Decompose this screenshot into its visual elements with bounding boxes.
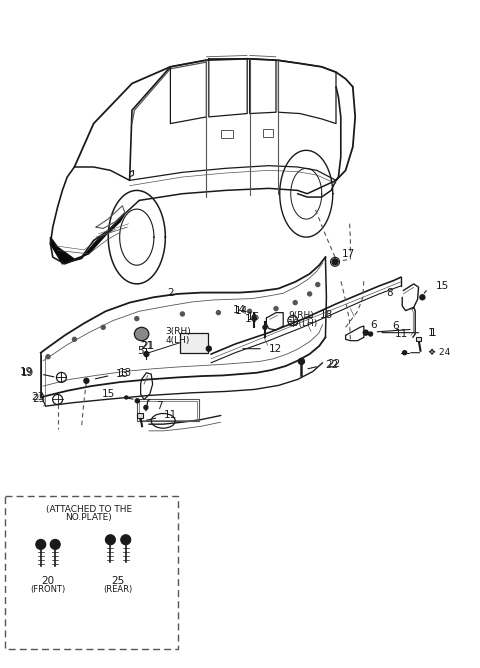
Text: 6: 6 [371,321,377,330]
Text: 25: 25 [111,576,125,586]
Circle shape [206,346,211,351]
Text: 23: 23 [32,395,46,404]
Text: 22: 22 [327,359,341,369]
Circle shape [332,259,338,265]
Circle shape [135,399,139,403]
Circle shape [46,355,50,359]
Circle shape [36,540,46,549]
Bar [221,130,233,138]
Text: 11: 11 [164,411,178,420]
Text: 8: 8 [386,288,393,297]
Circle shape [50,540,60,549]
Text: (FRONT): (FRONT) [30,584,66,594]
Text: 4(LH): 4(LH) [166,336,190,345]
Bar [137,413,143,418]
Circle shape [363,330,368,335]
Text: 15: 15 [436,281,449,291]
Text: NO.PLATE): NO.PLATE) [65,513,112,522]
Text: 19: 19 [21,368,35,377]
Text: 18: 18 [320,311,334,320]
Text: 17: 17 [342,249,355,259]
Circle shape [308,292,312,296]
Circle shape [135,317,139,321]
Text: 21: 21 [140,341,153,351]
Circle shape [180,312,184,316]
Text: 16: 16 [244,315,258,324]
Circle shape [252,316,256,320]
Text: 5: 5 [137,346,144,355]
Bar [416,337,421,341]
Text: 19: 19 [19,367,33,377]
Text: 3(RH): 3(RH) [166,327,192,337]
Text: 1: 1 [430,328,436,337]
Text: 11: 11 [395,329,408,339]
Circle shape [144,351,149,357]
Circle shape [299,359,304,364]
Text: 12: 12 [269,344,282,353]
Text: 13: 13 [116,369,130,379]
Ellipse shape [134,327,149,341]
Text: 21: 21 [141,341,155,351]
Circle shape [316,283,320,287]
Circle shape [263,325,267,329]
Circle shape [216,311,220,315]
Text: 15: 15 [102,389,115,399]
Bar [263,129,273,137]
FancyBboxPatch shape [5,496,178,649]
Circle shape [274,307,278,311]
Circle shape [101,325,105,329]
Text: 2: 2 [167,288,174,297]
Text: 23: 23 [31,393,44,402]
Circle shape [420,295,425,300]
Text: 6: 6 [393,321,399,331]
Text: 9(RH): 9(RH) [288,311,314,320]
Text: 10(LH): 10(LH) [288,319,318,328]
Text: 20: 20 [41,576,55,586]
Circle shape [369,332,372,336]
Bar [180,333,208,353]
Text: 7: 7 [156,401,163,411]
Circle shape [72,337,76,341]
Circle shape [84,378,89,383]
Circle shape [293,301,297,305]
Circle shape [144,405,148,409]
Text: 22: 22 [325,360,338,369]
Polygon shape [50,214,125,264]
Text: ❖ 24: ❖ 24 [428,348,450,357]
Text: (ATTACHED TO THE: (ATTACHED TO THE [46,504,132,514]
Circle shape [121,535,131,544]
Text: (REAR): (REAR) [104,584,132,594]
Text: 1: 1 [428,328,435,337]
Text: 16: 16 [247,313,260,322]
Text: 14: 14 [234,306,248,315]
Text: 14: 14 [232,305,246,315]
Circle shape [106,535,115,544]
Circle shape [248,309,252,313]
Circle shape [125,396,128,399]
Text: 13: 13 [119,368,132,377]
Circle shape [403,351,407,355]
